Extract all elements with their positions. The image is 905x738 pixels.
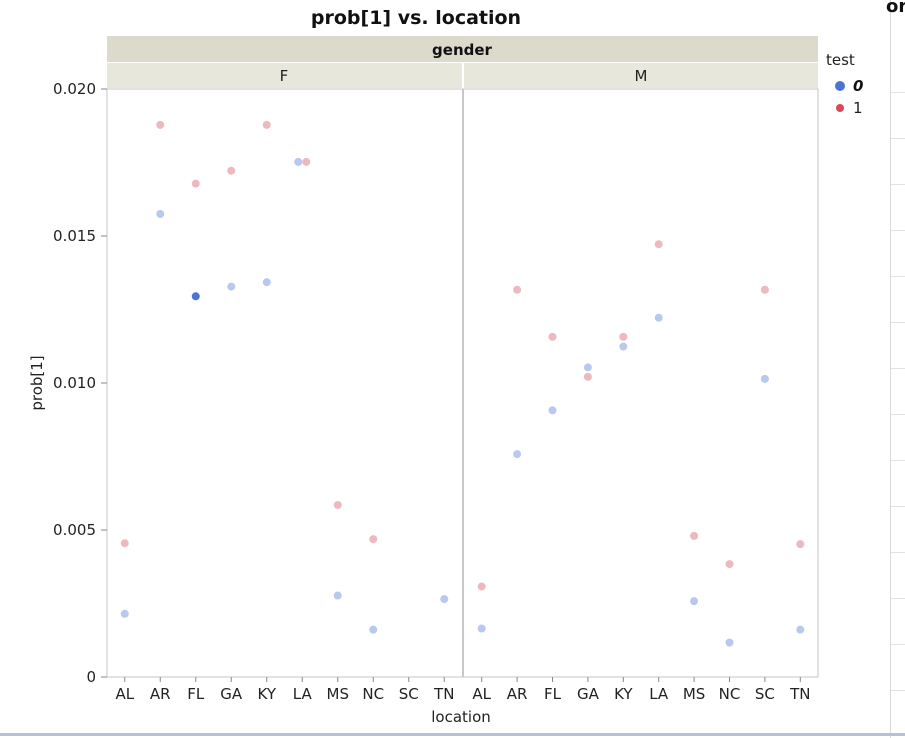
chart-title: prob[1] vs. location (311, 7, 521, 29)
y-tick-label-1: 0.005 (53, 521, 96, 539)
gutter-gridline (891, 92, 905, 93)
y-tick-label-2: 0.010 (53, 374, 96, 392)
x-tick-label-m-tn: TN (789, 685, 810, 703)
point-0-f-ms[interactable] (333, 591, 342, 600)
point-0-f-ga[interactable] (227, 282, 236, 291)
legend-marker-1[interactable] (836, 104, 844, 112)
x-tick-label-f-ms: MS (327, 685, 349, 703)
x-tick-label-m-nc: NC (719, 685, 741, 703)
panel-header-f (107, 63, 462, 88)
point-1-m-ky[interactable] (619, 332, 628, 341)
legend-label-0[interactable]: 0 (853, 77, 863, 95)
y-tick-label-0: 0 (86, 668, 96, 686)
gutter-gridline (891, 598, 905, 599)
y-axis-label: prob[1] (28, 355, 46, 410)
point-0-f-ky[interactable] (262, 278, 271, 287)
x-tick-label-f-tn: TN (433, 685, 454, 703)
point-0-m-fl[interactable] (548, 406, 557, 415)
point-1-f-ga[interactable] (227, 166, 236, 175)
x-tick-label-f-ar: AR (150, 685, 171, 703)
gutter-gridline (891, 138, 905, 139)
panel-label-f: F (280, 67, 289, 85)
gutter-gridline (891, 644, 905, 645)
x-axis: AL AR FL GA KY LA MS NC SC TN AL AR FL GA KY LA MS NC SC TN (115, 677, 810, 703)
point-0-m-ar[interactable] (513, 450, 522, 459)
gutter-gridline (891, 322, 905, 323)
right-gutter (890, 0, 905, 738)
x-tick-label-f-ga: GA (220, 685, 243, 703)
x-tick-label-f-al: AL (115, 685, 134, 703)
point-1-m-ms[interactable] (690, 531, 699, 540)
point-1-m-al[interactable] (477, 582, 486, 591)
x-tick-label-m-sc: SC (755, 685, 775, 703)
scatter-chart: prob[1] vs. location gender F M 0 0.005 0.… (28, 7, 863, 726)
x-tick-label-m-ar: AR (507, 685, 528, 703)
x-tick-label-m-al: AL (472, 685, 491, 703)
x-tick-label-f-ky: KY (258, 685, 277, 703)
point-0-m-al[interactable] (477, 624, 486, 633)
clipped-edge-text: on (886, 0, 905, 17)
point-0-m-la[interactable] (654, 313, 663, 322)
point-0-f-tn[interactable] (440, 595, 449, 604)
gutter-gridline (891, 414, 905, 415)
point-1-f-nc[interactable] (369, 535, 378, 544)
legend[interactable]: test 0 1 (826, 51, 863, 117)
legend-title: test (826, 51, 855, 69)
point-1-f-la[interactable] (302, 157, 311, 166)
x-tick-label-m-ms: MS (683, 685, 705, 703)
panel-header-m (464, 63, 818, 88)
panel-label-m: M (635, 67, 648, 85)
x-tick-label-f-fl: FL (187, 685, 205, 703)
graph-window: prob[1] vs. location gender F M 0 0.005 0.… (28, 7, 864, 726)
point-1-f-ky[interactable] (262, 120, 271, 129)
point-0-m-sc[interactable] (760, 374, 769, 383)
point-1-m-fl[interactable] (548, 332, 557, 341)
legend-label-1[interactable]: 1 (853, 99, 863, 117)
point-1-m-nc[interactable] (725, 560, 734, 569)
point-1-m-sc[interactable] (760, 285, 769, 294)
point-0-f-al[interactable] (120, 609, 129, 618)
gutter-gridline (891, 506, 905, 507)
y-tick-label-3: 0.015 (53, 227, 96, 245)
point-1-f-ar[interactable] (156, 120, 165, 129)
point-0-f-ar[interactable] (156, 209, 165, 218)
point-1-m-tn[interactable] (796, 540, 805, 549)
x-tick-label-m-la: LA (649, 685, 669, 703)
gutter-gridline (891, 230, 905, 231)
x-tick-label-m-fl: FL (544, 685, 562, 703)
y-axis: 0 0.005 0.010 0.015 0.020 (53, 80, 107, 686)
x-tick-label-m-ga: GA (577, 685, 600, 703)
y-tick-label-4: 0.020 (53, 80, 96, 98)
window-bottom-edge (0, 733, 905, 736)
group-header (107, 36, 818, 62)
point-0-f-nc[interactable] (369, 625, 378, 634)
point-1-f-al[interactable] (120, 539, 129, 548)
gutter-gridline (891, 368, 905, 369)
point-0-m-ky[interactable] (619, 342, 628, 351)
gutter-gridline (891, 552, 905, 553)
point-1-m-ar[interactable] (513, 285, 522, 294)
x-tick-label-m-ky: KY (614, 685, 633, 703)
point-1-m-ga[interactable] (583, 372, 592, 381)
point-1-f-fl[interactable] (191, 179, 200, 188)
point-1-f-ms[interactable] (333, 501, 342, 510)
point-1-m-la[interactable] (654, 240, 663, 249)
point-0-f-fl[interactable] (191, 292, 200, 301)
point-0-m-nc[interactable] (725, 638, 734, 647)
x-tick-label-f-sc: SC (399, 685, 419, 703)
x-tick-label-f-nc: NC (362, 685, 384, 703)
legend-marker-0[interactable] (835, 81, 845, 91)
group-header-label: gender (432, 41, 493, 59)
data-points (120, 120, 805, 647)
point-0-m-ga[interactable] (583, 363, 592, 372)
point-0-f-la[interactable] (294, 157, 303, 166)
point-0-m-tn[interactable] (796, 625, 805, 634)
x-tick-label-f-la: LA (293, 685, 313, 703)
gutter-gridline (891, 690, 905, 691)
gutter-gridline (891, 460, 905, 461)
point-0-m-ms[interactable] (690, 597, 699, 606)
x-axis-label: location (431, 708, 491, 726)
gutter-gridline (891, 184, 905, 185)
gutter-gridline (891, 276, 905, 277)
